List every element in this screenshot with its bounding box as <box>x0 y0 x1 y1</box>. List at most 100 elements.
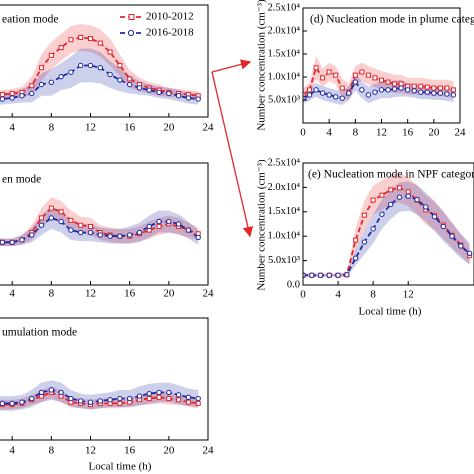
legend-label: 2010-2012 <box>146 11 194 23</box>
marker <box>19 93 25 99</box>
panel-title: (d) Nucleation mode in plume category <box>310 14 474 26</box>
marker <box>97 232 103 238</box>
x-tick-label: 4 <box>9 445 15 457</box>
x-tick-label: 20 <box>163 122 175 134</box>
marker <box>370 197 376 203</box>
marker <box>48 52 54 58</box>
x-tick-label: 24 <box>455 127 467 139</box>
x-tick-label: 8 <box>49 288 55 300</box>
x-tick-label: 8 <box>353 127 359 139</box>
plot-frame <box>0 317 209 441</box>
x-tick-label: 8 <box>49 445 55 457</box>
marker <box>431 213 438 220</box>
marker <box>418 83 424 89</box>
panel-title: umulation mode <box>2 327 77 339</box>
marker <box>136 229 143 236</box>
marker <box>175 392 182 398</box>
marker <box>319 90 326 96</box>
marker <box>396 185 402 191</box>
x-tick-label: 16 <box>124 288 136 300</box>
marker <box>404 87 411 93</box>
marker <box>87 229 94 236</box>
x-tick-label: 24 <box>203 288 215 300</box>
marker <box>117 395 123 402</box>
x-tick-label: 16 <box>124 122 136 134</box>
marker <box>387 201 394 208</box>
marker <box>88 36 93 42</box>
marker <box>437 85 443 91</box>
marker <box>146 396 152 402</box>
marker <box>58 389 64 396</box>
marker <box>359 87 365 93</box>
marker <box>9 239 15 246</box>
y-axis-label: Number concentration (cm⁻³) <box>256 159 268 291</box>
marker <box>370 226 376 232</box>
y-tick-label: 5.0x10³ <box>268 94 300 105</box>
marker <box>117 400 123 406</box>
marker <box>309 272 315 278</box>
arrows <box>211 59 254 238</box>
plot-area <box>303 173 473 278</box>
x-tick-label: 8 <box>49 122 55 134</box>
y-tick-label: 2.0x10⁴ <box>267 25 300 36</box>
marker <box>185 399 191 405</box>
marker <box>117 233 123 239</box>
marker <box>107 233 113 239</box>
marker <box>9 400 15 407</box>
marker <box>195 96 201 102</box>
y-tick-label: 2.5x10⁴ <box>267 2 300 13</box>
marker <box>175 93 182 99</box>
legend-marker <box>127 29 135 37</box>
marker <box>339 85 345 91</box>
marker <box>9 95 15 101</box>
marker <box>388 187 394 193</box>
marker <box>326 272 333 278</box>
marker <box>78 222 84 228</box>
marker <box>58 45 64 51</box>
marker <box>379 192 385 198</box>
marker <box>0 96 6 102</box>
marker <box>9 90 15 96</box>
marker <box>58 209 64 215</box>
marker <box>423 204 429 210</box>
x-tick-label: 8 <box>370 289 376 301</box>
marker <box>333 94 339 100</box>
x-tick-label: 4 <box>326 127 332 139</box>
x-axis-label: Local time (h) <box>359 306 422 318</box>
x-tick-label: 12 <box>85 445 96 457</box>
plot-area <box>0 197 201 246</box>
marker <box>38 389 45 396</box>
marker <box>87 399 94 405</box>
marker <box>58 73 64 80</box>
panel-title: (e) Nucleation mode in NPF category <box>308 169 474 181</box>
marker <box>378 87 385 93</box>
error-band <box>0 48 199 105</box>
y-tick-label: 2.0x10⁴ <box>267 182 300 193</box>
marker <box>156 218 162 225</box>
marker <box>126 81 133 88</box>
x-tick-label: 12 <box>85 122 96 134</box>
marker <box>185 394 192 400</box>
marker <box>372 75 378 81</box>
marker <box>68 227 74 233</box>
marker <box>303 95 306 101</box>
marker <box>450 87 456 93</box>
x-tick-label: 24 <box>203 445 215 457</box>
marker <box>97 65 103 71</box>
marker <box>0 400 6 407</box>
marker <box>352 72 358 78</box>
marker <box>185 227 192 233</box>
marker <box>326 92 332 98</box>
marker <box>146 223 152 230</box>
plot-frame <box>0 4 209 118</box>
marker <box>39 65 45 71</box>
plot-area <box>0 24 201 105</box>
marker <box>117 77 123 83</box>
marker <box>344 272 350 278</box>
marker <box>126 232 133 238</box>
x-tick-label: 16 <box>124 445 136 457</box>
marker <box>405 193 411 199</box>
marker <box>68 69 74 75</box>
marker <box>392 81 398 87</box>
marker <box>107 71 113 78</box>
